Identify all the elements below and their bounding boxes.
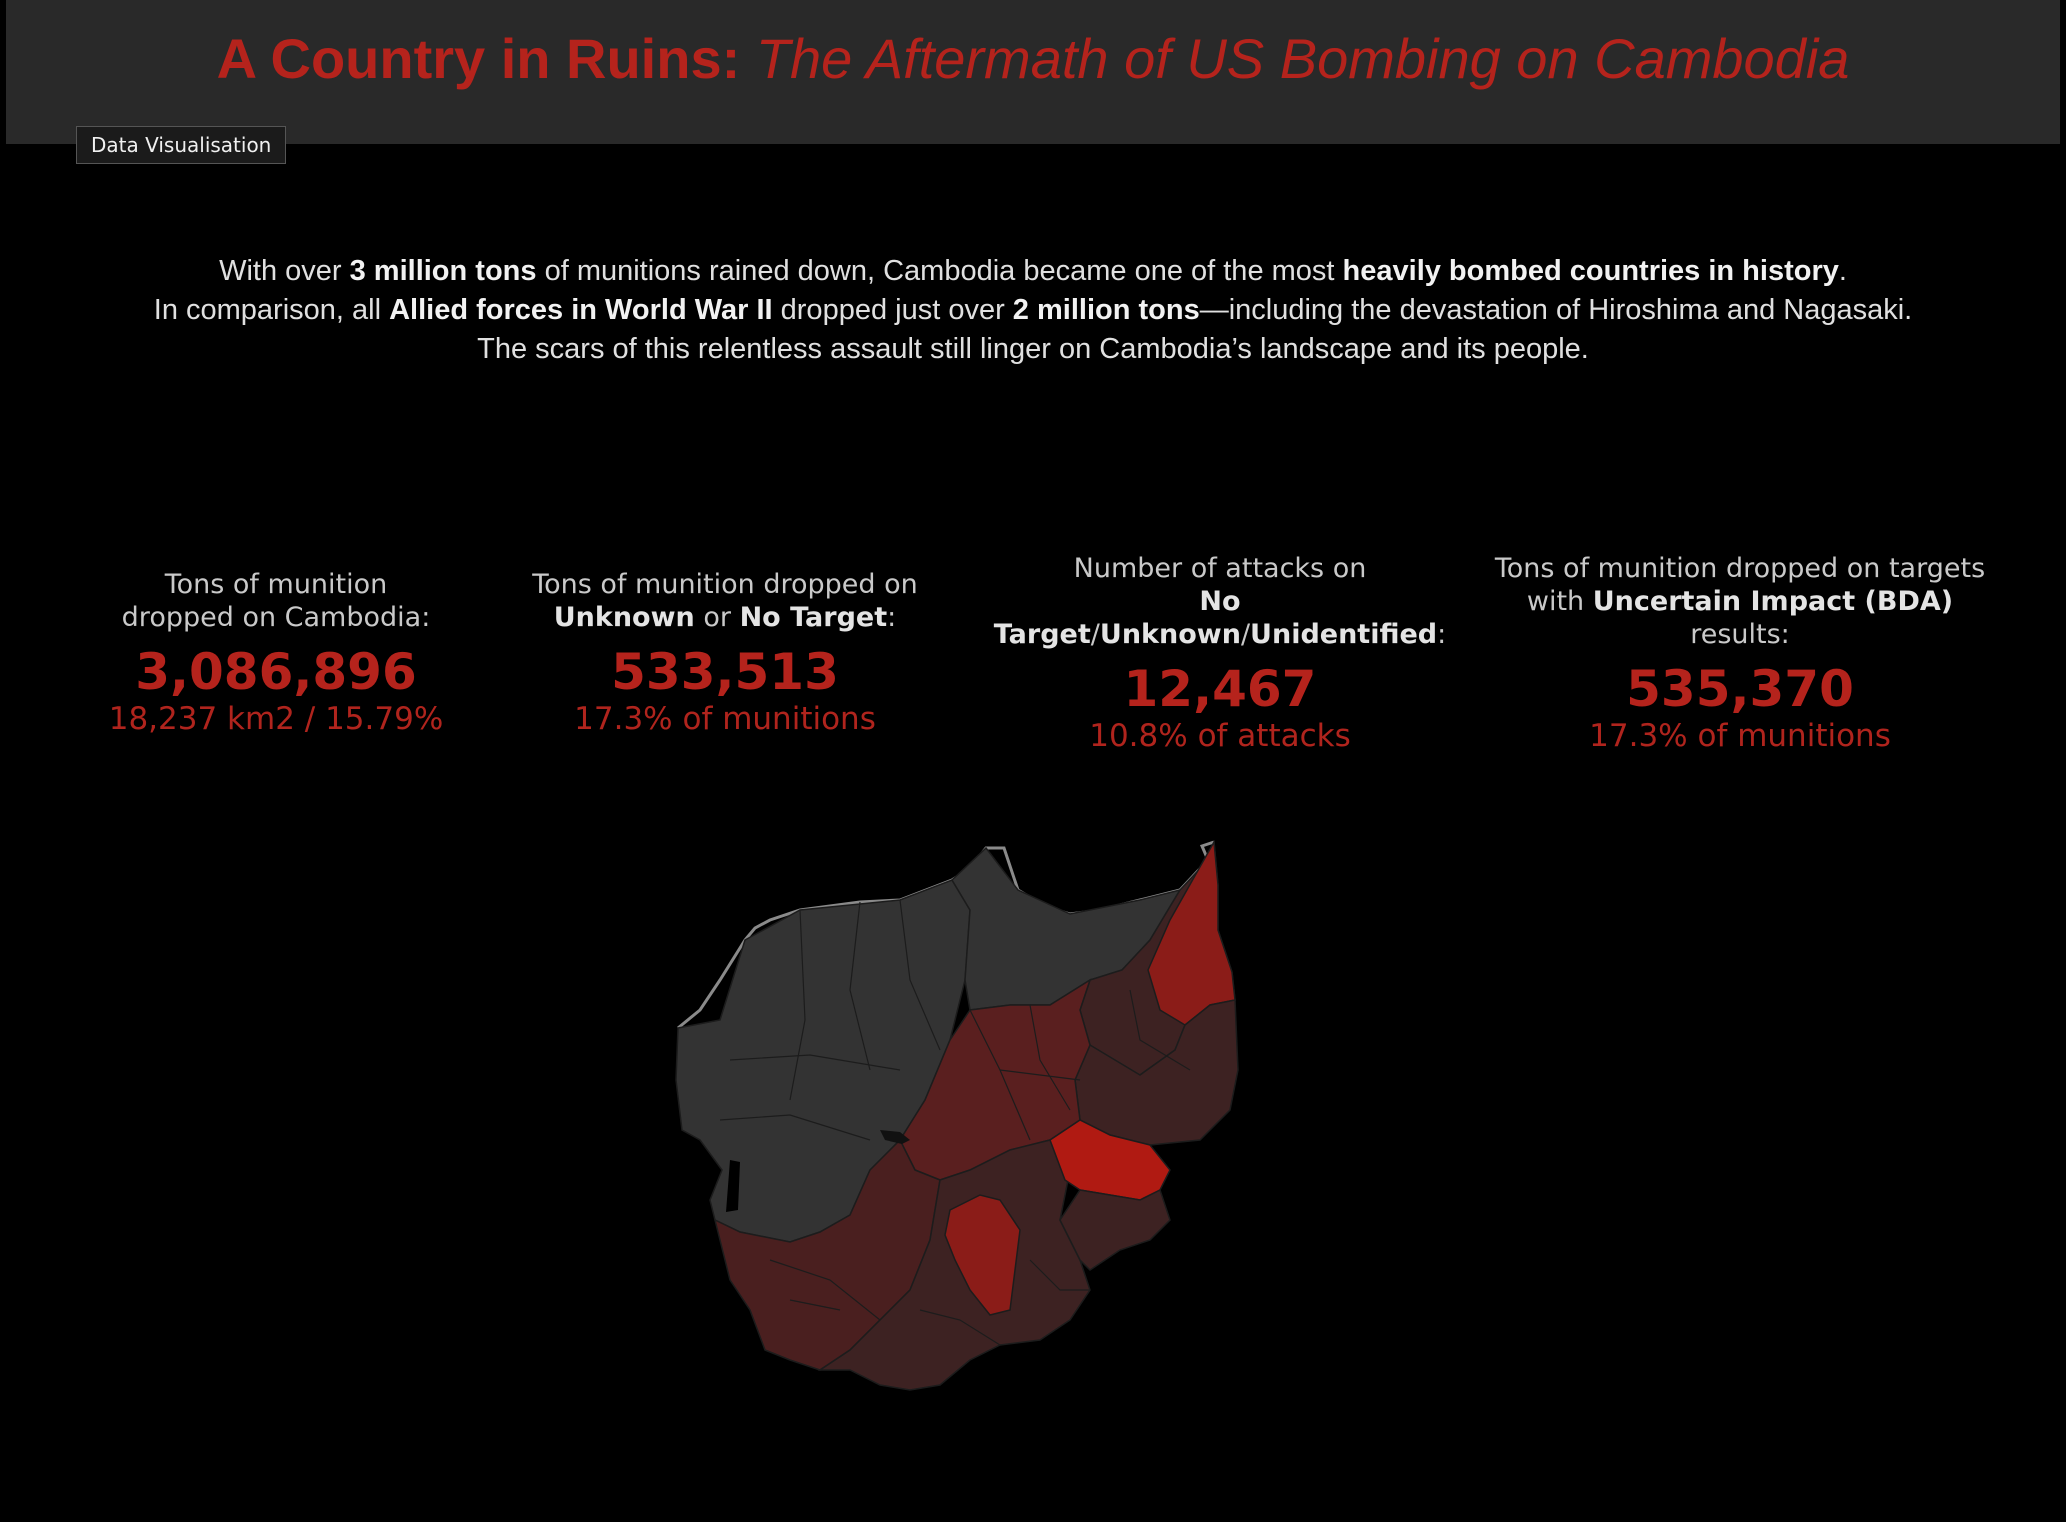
title-main: A Country in Ruins:	[216, 27, 741, 90]
region-phnom-penh[interactable]	[944, 1194, 1021, 1316]
data-visualisation-tab[interactable]: Data Visualisation	[76, 126, 287, 164]
kpi-attacks: Number of attacks on No Target/Unknown/U…	[960, 552, 1480, 753]
kpi-unknown-label: Tons of munition dropped on Unknown or N…	[532, 569, 918, 633]
kpi-total-value: 3,086,896	[135, 643, 417, 701]
intro-line-3: The scars of this relentless assault sti…	[477, 333, 1589, 365]
kpi-bda-value: 535,370	[1626, 660, 1854, 718]
tonle-sap-lake	[880, 1130, 910, 1144]
kpi-total-label: Tons of munition dropped on Cambodia:	[121, 569, 431, 633]
kpi-unknown-target: Tons of munition dropped on Unknown or N…	[515, 568, 935, 736]
region-nodata	[726, 1160, 740, 1212]
kpi-bda-label: Tons of munition dropped on targets with…	[1494, 553, 1986, 650]
kpi-total-munitions: Tons of munition dropped on Cambodia: 3,…	[96, 568, 456, 736]
kpi-attacks-label: Number of attacks on No Target/Unknown/U…	[993, 553, 1447, 650]
region-southeast[interactable]	[1059, 1188, 1171, 1271]
kpi-bda-sub: 17.3% of munitions	[1589, 718, 1891, 754]
intro-line-1: With over 3 million tons of munitions ra…	[219, 255, 1847, 287]
page-title: A Country in Ruins: The Aftermath of US …	[0, 26, 2066, 91]
kpi-attacks-value: 12,467	[1123, 660, 1317, 718]
intro-line-2: In comparison, all Allied forces in Worl…	[153, 294, 1913, 326]
title-bar	[6, 0, 2060, 144]
kpi-total-sub: 18,237 km2 / 15.79%	[108, 701, 444, 737]
cambodia-choropleth-map[interactable]	[670, 840, 1400, 1480]
intro-text: With over 3 million tons of munitions ra…	[60, 252, 2006, 369]
title-subtitle: The Aftermath of US Bombing on Cambodia	[755, 27, 1850, 90]
kpi-bda: Tons of munition dropped on targets with…	[1470, 552, 2010, 753]
kpi-attacks-sub: 10.8% of attacks	[1089, 718, 1351, 754]
district-boundaries	[719, 899, 1191, 1346]
kpi-unknown-value: 533,513	[611, 643, 839, 701]
kpi-unknown-sub: 17.3% of munitions	[574, 701, 876, 737]
